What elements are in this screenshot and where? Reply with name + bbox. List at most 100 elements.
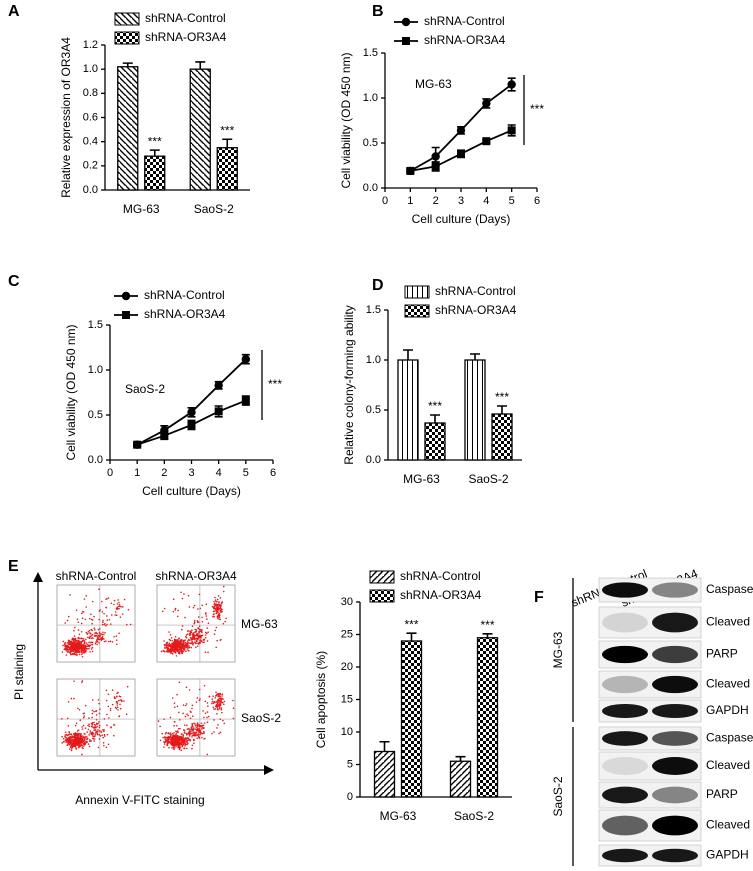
blot-band [652, 645, 698, 664]
event-dot [173, 741, 176, 744]
event-dot [169, 645, 172, 648]
blot-band [602, 675, 648, 694]
legend-label: shRNA-Control [424, 14, 505, 28]
event-dot [125, 713, 128, 716]
event-dot [164, 741, 167, 743]
event-dot [181, 740, 184, 742]
event-dot [85, 736, 88, 738]
event-dot [180, 639, 182, 641]
event-dot [188, 646, 191, 649]
event-dot [75, 652, 78, 654]
event-dot [81, 650, 83, 652]
legend-label: shRNA-Control [144, 288, 225, 302]
arrow-head [33, 572, 43, 582]
event-dot [180, 737, 183, 740]
event-dot [222, 585, 225, 588]
event-dot [75, 737, 77, 739]
y-tick-label: 20 [341, 661, 353, 673]
event-dot [189, 733, 192, 735]
event-dot [191, 707, 193, 710]
event-dot [188, 642, 191, 644]
event-dot [86, 731, 88, 733]
event-dot [211, 698, 214, 700]
event-dot [211, 732, 213, 735]
event-dot [213, 607, 215, 610]
blot-strip [598, 726, 702, 751]
event-dot [176, 731, 178, 733]
event-dot [80, 637, 83, 639]
event-dot [202, 724, 205, 727]
event-dot [215, 609, 217, 612]
error-bar [455, 755, 466, 762]
flow-plot [156, 678, 236, 757]
event-dot [216, 702, 219, 705]
event-dot [96, 725, 99, 728]
blot-band [602, 815, 648, 836]
event-dot [90, 637, 92, 639]
event-dot [220, 704, 222, 706]
event-dot [207, 715, 210, 718]
event-dot [93, 738, 96, 740]
blot-strip [598, 640, 702, 669]
event-dot [109, 709, 112, 712]
event-dot [76, 645, 79, 648]
event-dot [218, 618, 221, 621]
panel-label: D [372, 277, 384, 294]
event-dot [79, 719, 82, 722]
event-dot [211, 702, 213, 705]
event-dot [77, 651, 80, 654]
blot-band [602, 703, 648, 719]
event-dot [104, 631, 106, 634]
x-tick-label: MG-63 [403, 472, 440, 486]
event-dot [91, 622, 93, 625]
bar [216, 147, 238, 191]
event-dot [159, 739, 162, 742]
event-dot [80, 612, 83, 615]
event-dot [118, 604, 121, 606]
event-dot [219, 695, 221, 698]
event-dot [206, 753, 209, 756]
event-dot [102, 621, 104, 623]
event-dot [191, 747, 193, 750]
event-dot [171, 735, 174, 737]
marker [241, 355, 251, 364]
event-dot [174, 744, 177, 746]
event-dot [182, 704, 185, 706]
bar [117, 66, 139, 191]
event-dot [177, 746, 179, 749]
y-tick-label: 1.0 [83, 63, 98, 75]
event-dot [89, 632, 92, 635]
event-dot [163, 650, 166, 653]
event-dot [187, 594, 190, 597]
event-dot [69, 739, 72, 742]
event-dot [178, 739, 180, 741]
event-dot [218, 601, 220, 603]
event-dot [219, 731, 222, 734]
event-dot [215, 626, 218, 629]
event-dot [215, 600, 217, 603]
event-dot [220, 707, 223, 709]
event-dot [83, 598, 86, 600]
event-dot [94, 725, 97, 727]
y-tick-label: 1.2 [83, 39, 98, 51]
event-dot [103, 733, 106, 736]
y-tick-label: 0.0 [366, 454, 381, 466]
event-dot [201, 736, 203, 739]
event-dot [216, 598, 219, 601]
event-dot [189, 729, 191, 731]
significance: *** [480, 618, 494, 632]
event-dot [66, 734, 68, 737]
event-dot [201, 732, 204, 735]
event-dot [110, 602, 113, 605]
event-dot [63, 643, 66, 646]
event-dot [61, 742, 64, 744]
event-dot [203, 738, 205, 740]
event-dot [74, 735, 77, 737]
group-label: MG-63 [551, 631, 565, 668]
event-dot [177, 645, 179, 648]
event-dot [178, 745, 181, 748]
event-dot [81, 726, 83, 728]
event-dot [185, 686, 188, 689]
marker [431, 162, 440, 171]
event-dot [198, 634, 200, 637]
